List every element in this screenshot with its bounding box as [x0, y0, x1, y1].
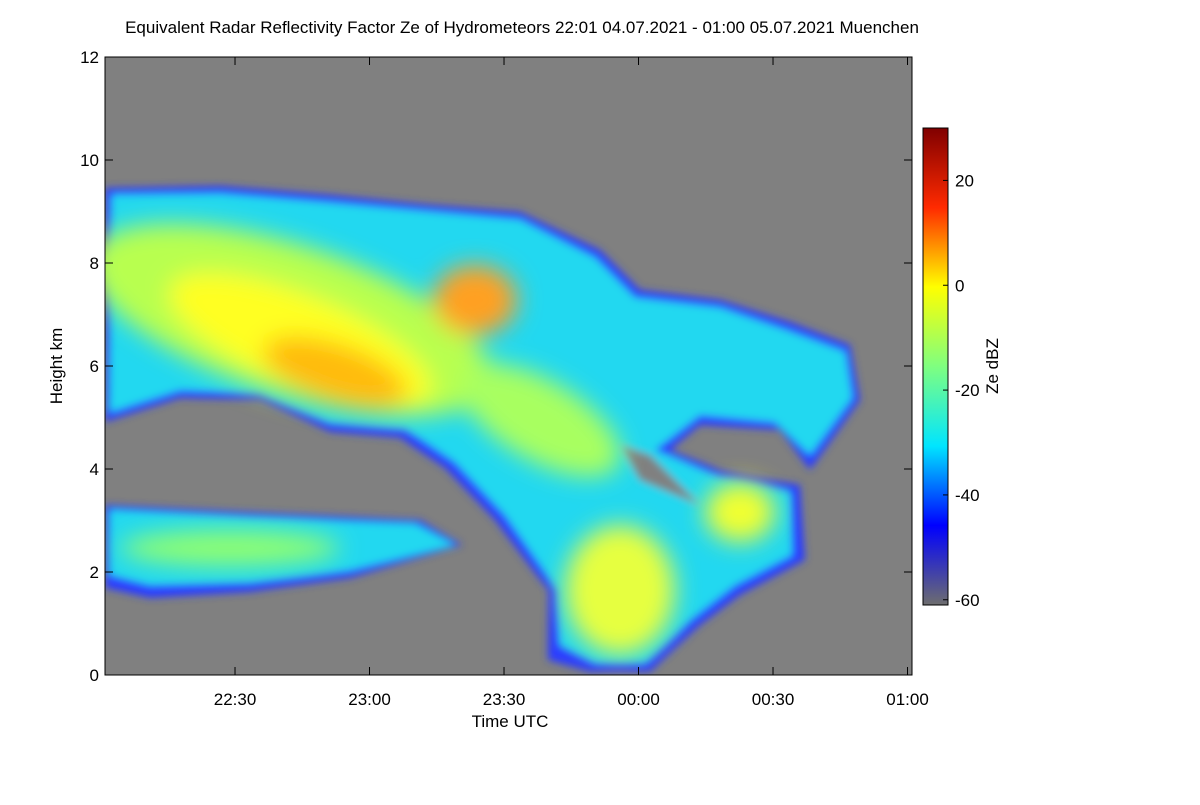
x-tick-label: 00:00 — [617, 690, 660, 709]
colorbar — [922, 127, 949, 606]
echo-core — [120, 530, 340, 566]
colorbar-tick-label: 20 — [955, 171, 974, 190]
x-tick-label: 22:30 — [214, 690, 257, 709]
echo-field — [105, 186, 860, 672]
echo-core — [263, 336, 407, 408]
x-tick-label: 23:30 — [483, 690, 526, 709]
x-axis-label: Time UTC — [472, 712, 549, 731]
colorbar-tick-label: 0 — [955, 276, 964, 295]
echo-core — [565, 525, 675, 655]
colorbar-tick-label: -40 — [955, 486, 980, 505]
colorbar-label: Ze dBZ — [983, 338, 1002, 394]
echo-gap — [620, 445, 700, 505]
echo-core — [459, 363, 621, 477]
y-tick-label: 4 — [90, 460, 99, 479]
y-tick-label: 2 — [90, 563, 99, 582]
colorbar-tick-label: -60 — [955, 591, 980, 610]
y-tick-label: 0 — [90, 666, 99, 685]
x-tick-label: 00:30 — [752, 690, 795, 709]
y-axis-label: Height km — [47, 328, 66, 405]
y-tick-label: 8 — [90, 254, 99, 273]
x-tick-label: 23:00 — [348, 690, 391, 709]
chart-title: Equivalent Radar Reflectivity Factor Ze … — [125, 18, 919, 37]
y-tick-label: 10 — [80, 151, 99, 170]
x-tick-label: 01:00 — [886, 690, 929, 709]
y-tick-label: 12 — [80, 48, 99, 67]
echo-core — [433, 265, 517, 335]
colorbar-tick-label: -20 — [955, 381, 980, 400]
y-tick-label: 6 — [90, 357, 99, 376]
echo-core — [705, 482, 775, 542]
